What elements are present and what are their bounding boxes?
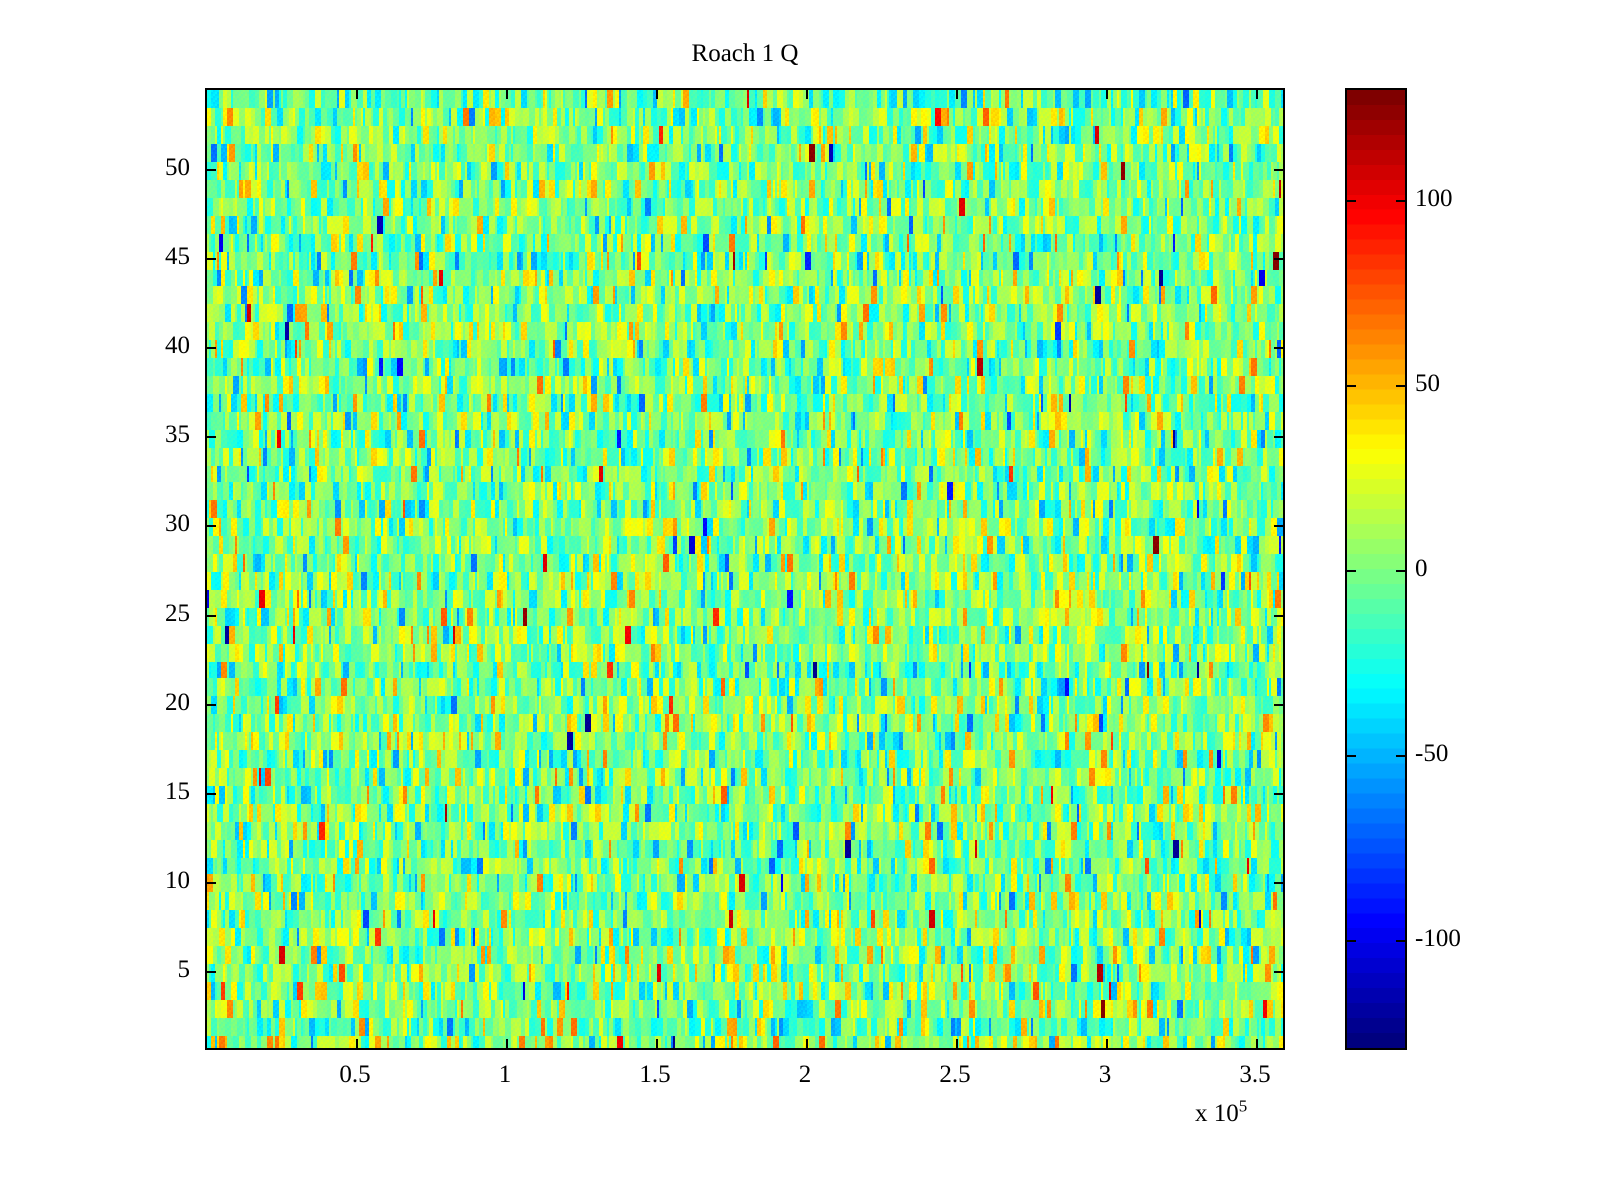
x-axis-tick-top [1256, 90, 1258, 99]
x-axis-tick-label: 1.5 [639, 1061, 671, 1088]
page-title: Roach 1 Q [691, 40, 799, 67]
x-axis-tick [956, 1039, 958, 1048]
y-axis-tick-label: 20 [165, 688, 190, 716]
colorbar-tick-label: 100 [1415, 185, 1453, 212]
x-axis-tick-label: 1 [498, 1061, 512, 1088]
heatmap-image[interactable] [207, 90, 1283, 1048]
x-axis-tick-label: 2 [798, 1061, 812, 1088]
y-axis-tick-right [1274, 970, 1283, 973]
colorbar-tick-label: -100 [1415, 925, 1461, 952]
x-axis-tick-label: 3.5 [1239, 1061, 1271, 1088]
colorbar-tick [1347, 940, 1356, 942]
x-axis-tick-top [1106, 90, 1108, 99]
colorbar-tick-label: -50 [1415, 740, 1449, 767]
y-axis-tick-label: 25 [165, 599, 190, 627]
y-axis-tick [207, 436, 216, 439]
heatmap-axes[interactable] [205, 88, 1285, 1050]
colorbar-tick-right [1396, 200, 1405, 202]
x-axis-tick [656, 1039, 658, 1048]
x-axis-tick [1106, 1039, 1108, 1048]
y-axis-tick-right [1274, 525, 1283, 528]
y-axis-tick [207, 258, 216, 261]
colorbar-tick-right [1396, 940, 1405, 942]
y-axis-tick-label: 50 [165, 154, 190, 182]
y-axis-tick [207, 703, 216, 706]
colorbar-box[interactable] [1345, 88, 1407, 1050]
colorbar-tick [1347, 385, 1356, 387]
colorbar-tick [1347, 200, 1356, 202]
y-axis-tick-label: 35 [165, 421, 190, 449]
colorbar-tick-label: 0 [1415, 555, 1428, 582]
x-axis-tick-top [506, 90, 508, 99]
x-axis-tick [806, 1039, 808, 1048]
y-axis-tick-label: 45 [165, 243, 190, 271]
y-axis-tick-label: 40 [165, 332, 190, 360]
y-axis-tick-right [1274, 169, 1283, 172]
y-axis-tick-right [1274, 703, 1283, 706]
y-axis-tick-right [1274, 792, 1283, 795]
y-axis-tick-label: 10 [165, 866, 190, 894]
x-axis-tick [506, 1039, 508, 1048]
x-axis-tick [356, 1039, 358, 1048]
colorbar-gradient [1347, 90, 1405, 1048]
y-axis-tick [207, 614, 216, 617]
y-axis-tick-right [1274, 614, 1283, 617]
x-axis-tick-top [956, 90, 958, 99]
colorbar-tick-label: 50 [1415, 370, 1440, 397]
y-axis-tick-right [1274, 881, 1283, 884]
y-axis-tick [207, 347, 216, 350]
x-axis-tick-top [656, 90, 658, 99]
y-axis-tick [207, 169, 216, 172]
x-axis-tick-label: 2.5 [939, 1061, 971, 1088]
y-axis-tick-right [1274, 436, 1283, 439]
x-axis-tick-top [806, 90, 808, 99]
y-axis-tick-right [1274, 258, 1283, 261]
y-axis-tick [207, 881, 216, 884]
y-axis-tick [207, 525, 216, 528]
colorbar-tick-right [1396, 385, 1405, 387]
y-axis-tick-label: 30 [165, 510, 190, 538]
y-axis-tick-label: 5 [177, 955, 191, 983]
x-axis-exponent-label: x 105 [1195, 1096, 1248, 1128]
x-axis-tick [1256, 1039, 1258, 1048]
colorbar-tick-right [1396, 570, 1405, 572]
y-axis-tick [207, 970, 216, 973]
colorbar-tick-right [1396, 755, 1405, 757]
x-exponent-power: 5 [1238, 1096, 1248, 1116]
colorbar[interactable]: -100 -50 0 50 100 [1345, 88, 1461, 1050]
x-axis-tick-label: 0.5 [339, 1061, 371, 1088]
y-axis-tick-label: 15 [165, 777, 190, 805]
x-axis-tick-top [356, 90, 358, 99]
colorbar-tick [1347, 755, 1356, 757]
x-exponent-mantissa: x 10 [1195, 1100, 1239, 1127]
x-axis-tick-label: 3 [1098, 1061, 1112, 1088]
y-axis-tick [207, 792, 216, 795]
colorbar-tick [1347, 570, 1356, 572]
y-axis-tick-right [1274, 347, 1283, 350]
